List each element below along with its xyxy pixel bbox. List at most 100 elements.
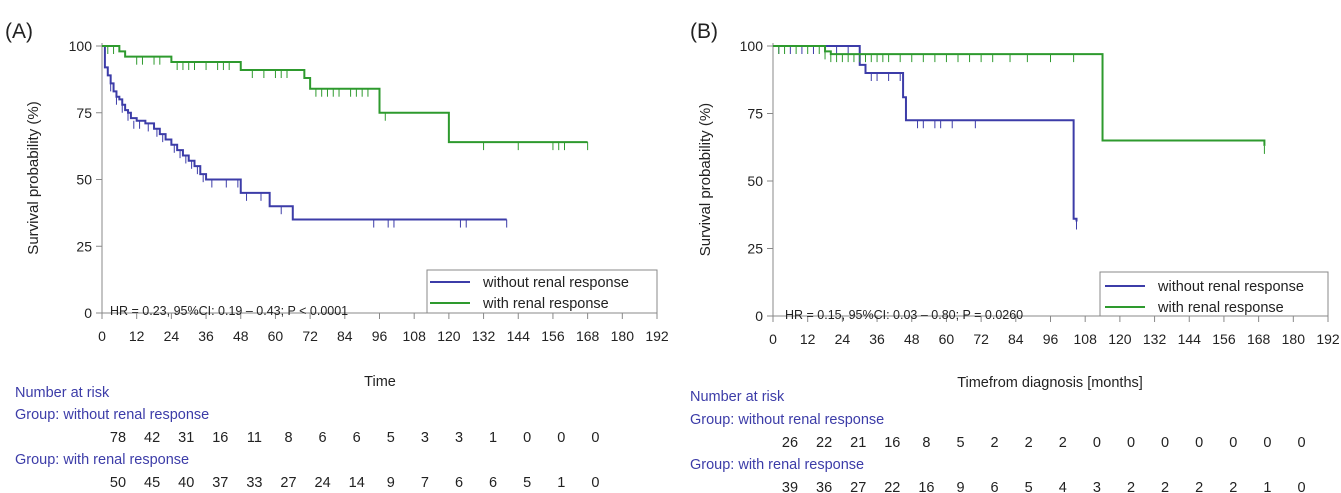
- risk-count: 27: [850, 480, 866, 493]
- risk-count: 3: [421, 430, 429, 446]
- x-tick-label: 168: [576, 328, 600, 344]
- risk-count: 9: [956, 480, 964, 493]
- legend-box: [426, 269, 658, 314]
- risk-count: 39: [782, 480, 798, 493]
- x-tick-label: 168: [1247, 331, 1271, 347]
- legend-label-1: with renal response: [1157, 300, 1284, 316]
- risk-count: 4: [1059, 480, 1067, 493]
- x-axis-label: Time: [364, 374, 396, 390]
- x-tick-label: 84: [1008, 331, 1024, 347]
- x-tick-label: 24: [835, 331, 851, 347]
- x-tick-label: 24: [164, 328, 180, 344]
- x-tick-label: 12: [800, 331, 816, 347]
- risk-count: 50: [110, 475, 126, 491]
- risk-count: 21: [850, 435, 866, 451]
- x-tick-label: 72: [973, 331, 989, 347]
- risk-count: 45: [144, 475, 160, 491]
- x-tick-label: 0: [98, 328, 106, 344]
- risk-count: 2: [1127, 480, 1135, 493]
- risk-count: 9: [387, 475, 395, 491]
- risk-count: 2: [1229, 480, 1237, 493]
- risk-count: 6: [489, 475, 497, 491]
- risk-count: 26: [782, 435, 798, 451]
- risk-count: 1: [489, 430, 497, 446]
- y-tick-label: 100: [740, 38, 764, 54]
- risk-count: 5: [956, 435, 964, 451]
- x-tick-label: 180: [611, 328, 635, 344]
- y-tick-label: 75: [747, 106, 763, 122]
- y-tick-label: 100: [69, 38, 93, 54]
- y-tick-label: 50: [76, 172, 92, 188]
- survival-curve-1: [773, 45, 1266, 146]
- risk-count: 16: [884, 435, 900, 451]
- y-axis-label: Survival probability (%): [25, 101, 42, 254]
- risk-count: 24: [315, 475, 331, 491]
- risk-group-label: Group: with renal response: [15, 452, 189, 468]
- risk-count: 1: [557, 475, 565, 491]
- x-tick-label: 144: [1178, 331, 1202, 347]
- risk-count: 3: [1093, 480, 1101, 493]
- x-tick-label: 156: [541, 328, 565, 344]
- x-tick-label: 132: [472, 328, 496, 344]
- y-tick-label: 0: [84, 305, 92, 321]
- risk-count: 42: [144, 430, 160, 446]
- legend-label-1: with renal response: [482, 296, 609, 312]
- risk-table-title: Number at risk: [15, 385, 110, 401]
- y-axis-label: Survival probability (%): [697, 103, 714, 256]
- risk-count: 27: [280, 475, 296, 491]
- x-tick-label: 180: [1282, 331, 1306, 347]
- x-tick-label: 12: [129, 328, 145, 344]
- y-tick-label: 0: [755, 308, 763, 324]
- risk-count: 33: [246, 475, 262, 491]
- x-tick-label: 144: [507, 328, 531, 344]
- x-tick-label: 96: [372, 328, 388, 344]
- x-tick-label: 48: [904, 331, 920, 347]
- x-tick-label: 84: [337, 328, 353, 344]
- risk-count: 40: [178, 475, 194, 491]
- risk-count: 16: [918, 480, 934, 493]
- risk-count: 8: [922, 435, 930, 451]
- risk-group-label: Group: without renal response: [690, 412, 884, 428]
- x-axis-label: Timefrom diagnosis [months]: [957, 375, 1143, 391]
- risk-count: 0: [523, 430, 531, 446]
- risk-count: 78: [110, 430, 126, 446]
- risk-count: 16: [212, 430, 228, 446]
- y-tick-label: 25: [76, 238, 92, 254]
- x-tick-label: 156: [1212, 331, 1236, 347]
- risk-count: 0: [1195, 435, 1203, 451]
- risk-count: 6: [353, 430, 361, 446]
- risk-count: 31: [178, 430, 194, 446]
- risk-count: 2: [1025, 435, 1033, 451]
- x-tick-label: 48: [233, 328, 249, 344]
- y-tick-label: 25: [747, 241, 763, 257]
- risk-count: 14: [349, 475, 365, 491]
- hr-annotation: HR = 0.15, 95%CI: 0.03 – 0.80; P = 0.026…: [785, 308, 1023, 322]
- x-tick-label: 72: [302, 328, 318, 344]
- risk-count: 0: [1263, 435, 1271, 451]
- panel-label: (A): [5, 20, 33, 43]
- risk-count: 6: [991, 480, 999, 493]
- risk-count: 6: [455, 475, 463, 491]
- x-tick-label: 192: [1316, 331, 1340, 347]
- x-tick-label: 108: [403, 328, 427, 344]
- risk-count: 0: [557, 430, 565, 446]
- risk-count: 6: [319, 430, 327, 446]
- hr-annotation: HR = 0.23, 95%CI: 0.19 – 0.43; P < 0.000…: [110, 304, 348, 318]
- risk-count: 2: [1195, 480, 1203, 493]
- risk-count: 0: [1297, 435, 1305, 451]
- risk-count: 36: [816, 480, 832, 493]
- x-tick-label: 108: [1074, 331, 1098, 347]
- legend-label-0: without renal response: [1157, 279, 1304, 295]
- risk-count: 11: [247, 430, 262, 446]
- risk-count: 0: [591, 430, 599, 446]
- y-tick-label: 50: [747, 173, 763, 189]
- x-tick-label: 0: [769, 331, 777, 347]
- risk-count: 0: [1229, 435, 1237, 451]
- risk-count: 0: [1093, 435, 1101, 451]
- risk-count: 1: [1263, 480, 1271, 493]
- legend-box: [1099, 271, 1329, 317]
- legend-label-0: without renal response: [482, 275, 629, 291]
- risk-count: 5: [523, 475, 531, 491]
- risk-count: 0: [1297, 480, 1305, 493]
